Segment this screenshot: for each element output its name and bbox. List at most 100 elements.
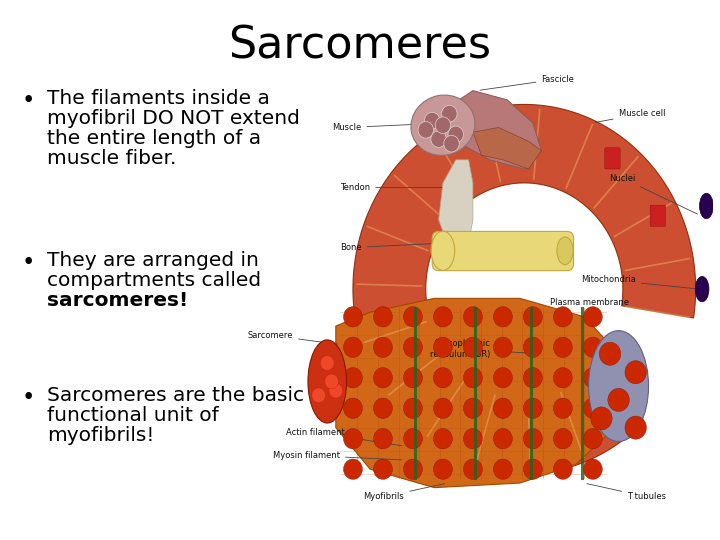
Text: Myofibrils: Myofibrils (364, 484, 444, 501)
Ellipse shape (588, 330, 649, 442)
Circle shape (583, 337, 602, 357)
Circle shape (493, 429, 513, 449)
Circle shape (374, 368, 392, 388)
Circle shape (403, 368, 423, 388)
Text: sarcomeres!: sarcomeres! (47, 291, 188, 310)
Ellipse shape (411, 95, 475, 156)
Circle shape (554, 459, 572, 480)
Circle shape (464, 337, 482, 357)
Text: myofibrils!: myofibrils! (47, 426, 154, 445)
Circle shape (433, 307, 452, 327)
Circle shape (523, 368, 542, 388)
Polygon shape (438, 91, 541, 169)
Text: T tubules: T tubules (587, 484, 666, 501)
Circle shape (590, 407, 612, 430)
Circle shape (433, 398, 452, 419)
Circle shape (403, 429, 423, 449)
Circle shape (374, 459, 392, 480)
Circle shape (374, 307, 392, 327)
Ellipse shape (700, 193, 714, 219)
Circle shape (493, 368, 513, 388)
Circle shape (554, 429, 572, 449)
Circle shape (493, 337, 513, 357)
Text: The filaments inside a: The filaments inside a (47, 89, 270, 108)
Text: Bone: Bone (340, 243, 444, 252)
Circle shape (433, 429, 452, 449)
Circle shape (374, 337, 392, 357)
Text: Mitochondria: Mitochondria (581, 275, 697, 289)
Circle shape (464, 368, 482, 388)
Circle shape (403, 459, 423, 480)
Circle shape (312, 388, 325, 403)
Circle shape (403, 307, 423, 327)
Polygon shape (473, 127, 541, 169)
Circle shape (464, 429, 482, 449)
Text: •: • (22, 386, 35, 409)
Circle shape (343, 398, 362, 419)
Circle shape (583, 459, 602, 480)
Circle shape (403, 337, 423, 357)
Circle shape (374, 429, 392, 449)
Circle shape (464, 398, 482, 419)
Text: They are arranged in: They are arranged in (47, 251, 258, 270)
Circle shape (343, 368, 362, 388)
Ellipse shape (696, 276, 709, 302)
Circle shape (441, 105, 457, 122)
Ellipse shape (308, 340, 346, 423)
Circle shape (523, 429, 542, 449)
Circle shape (493, 398, 513, 419)
Circle shape (433, 368, 452, 388)
Circle shape (403, 398, 423, 419)
Text: Muscle cell: Muscle cell (595, 109, 665, 123)
Text: Sarcoplasmic
reticulum (SR): Sarcoplasmic reticulum (SR) (430, 340, 539, 359)
Circle shape (625, 416, 647, 439)
Circle shape (431, 131, 446, 147)
Polygon shape (336, 298, 610, 488)
Circle shape (523, 398, 542, 419)
FancyBboxPatch shape (605, 148, 620, 169)
Circle shape (523, 337, 542, 357)
Circle shape (435, 117, 451, 133)
Polygon shape (353, 104, 696, 474)
Text: Nuclei: Nuclei (609, 174, 698, 214)
Text: Fascicle: Fascicle (480, 75, 575, 90)
Circle shape (493, 459, 513, 480)
Circle shape (374, 398, 392, 419)
Text: •: • (22, 251, 35, 274)
Text: •: • (22, 89, 35, 112)
Circle shape (554, 398, 572, 419)
Circle shape (554, 368, 572, 388)
FancyBboxPatch shape (650, 205, 665, 226)
Circle shape (625, 361, 647, 384)
Circle shape (325, 374, 338, 389)
Text: Sarcomere: Sarcomere (248, 331, 338, 344)
FancyBboxPatch shape (432, 232, 574, 271)
Circle shape (343, 459, 362, 480)
Circle shape (343, 307, 362, 327)
Ellipse shape (557, 237, 573, 265)
Text: Myosin filament: Myosin filament (273, 451, 402, 460)
Polygon shape (438, 160, 473, 243)
Text: Plasma membrane: Plasma membrane (550, 299, 629, 315)
Text: muscle fiber.: muscle fiber. (47, 149, 176, 168)
Circle shape (554, 307, 572, 327)
Circle shape (523, 307, 542, 327)
Text: functional unit of: functional unit of (47, 406, 219, 425)
Text: Sarcomeres: Sarcomeres (228, 24, 492, 68)
Text: the entire length of a: the entire length of a (47, 129, 261, 148)
Text: Actin filament: Actin filament (286, 428, 402, 445)
Circle shape (444, 136, 459, 152)
Circle shape (433, 337, 452, 357)
Circle shape (425, 112, 440, 129)
Circle shape (464, 307, 482, 327)
Text: Muscle: Muscle (332, 123, 444, 132)
Circle shape (583, 368, 602, 388)
Circle shape (433, 459, 452, 480)
Circle shape (464, 459, 482, 480)
Text: myofibril DO NOT extend: myofibril DO NOT extend (47, 109, 300, 128)
Circle shape (343, 337, 362, 357)
Circle shape (583, 429, 602, 449)
Circle shape (320, 356, 334, 370)
Circle shape (418, 122, 433, 138)
Text: Sarcomeres are the basic: Sarcomeres are the basic (47, 386, 304, 405)
